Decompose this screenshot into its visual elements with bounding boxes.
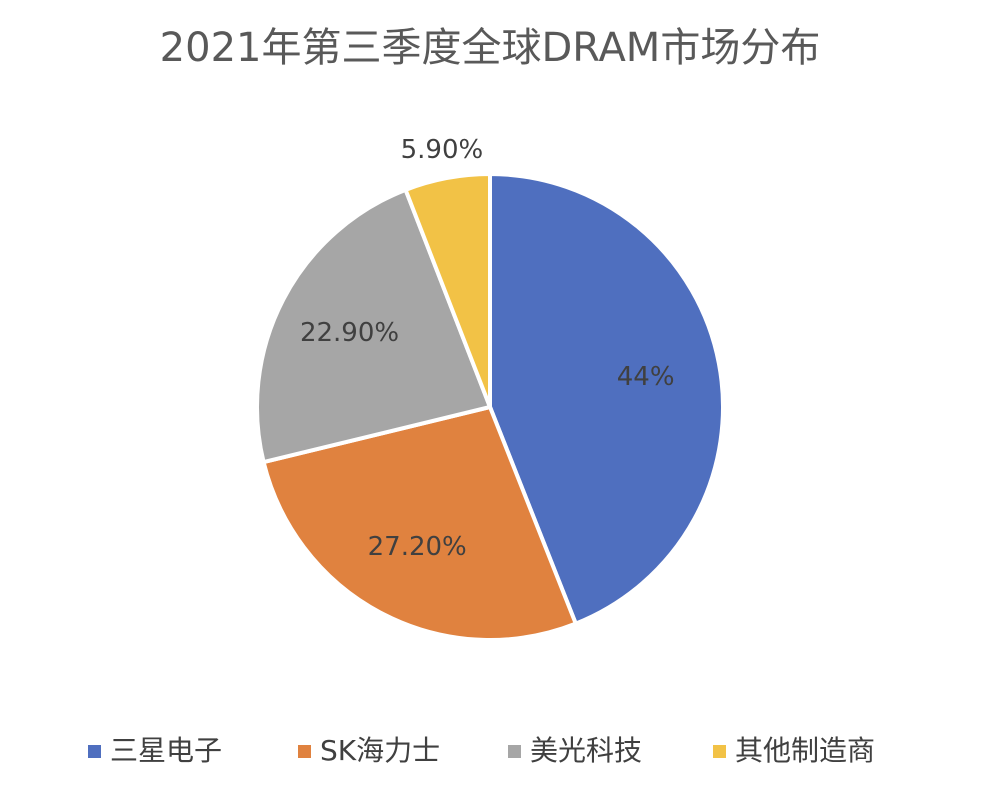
legend-swatch [298, 745, 311, 758]
pie-slice [403, 171, 492, 408]
data-label: 27.20% [368, 532, 467, 562]
legend-swatch [508, 745, 521, 758]
pie-slice [488, 171, 725, 627]
pie-slice [261, 404, 579, 642]
data-label: 22.90% [300, 318, 399, 348]
legend-label: 三星电子 [110, 734, 222, 767]
chart-title: 2021年第三季度全球DRAM市场分布 [160, 25, 821, 71]
legend-label: SK海力士 [320, 734, 440, 767]
legend-label: 美光科技 [530, 734, 642, 767]
legend-swatch [88, 745, 101, 758]
legend-label: 其他制造商 [735, 734, 875, 767]
data-label: 44% [617, 362, 675, 392]
data-label: 5.90% [401, 135, 484, 165]
legend-swatch [713, 745, 726, 758]
